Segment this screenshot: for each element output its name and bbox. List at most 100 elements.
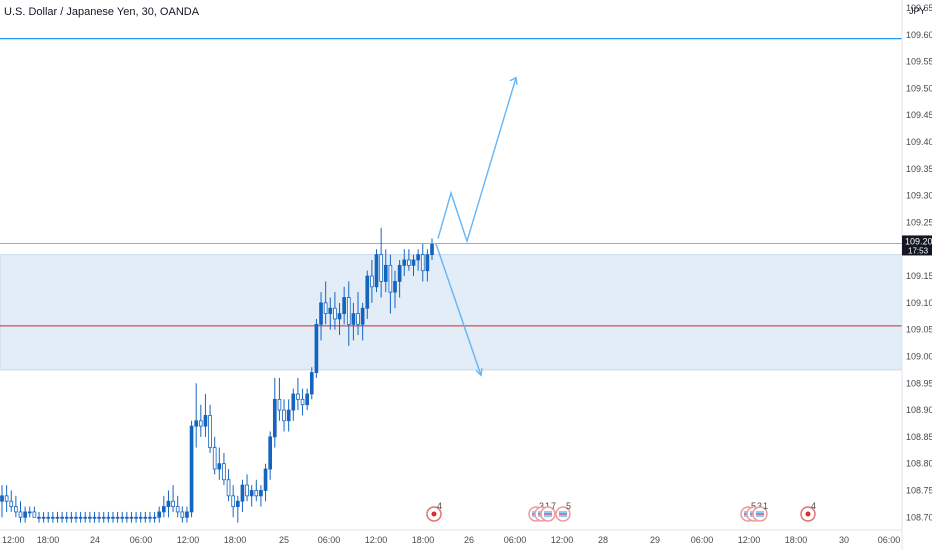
time-tick-label: 18:00	[37, 535, 60, 545]
time-tick-label: 25	[279, 535, 289, 545]
event-count: 1	[545, 501, 550, 511]
candle-body	[416, 254, 420, 261]
time-tick-label: 06:00	[878, 535, 901, 545]
bullish-projection-arrow	[437, 77, 517, 244]
price-tick-label: 109.000	[906, 351, 932, 361]
candle-body	[60, 516, 64, 519]
candle-body	[370, 275, 374, 288]
candle-body	[309, 372, 314, 395]
candle-body	[328, 307, 333, 314]
candle-body	[37, 516, 41, 519]
candle-body	[296, 393, 300, 400]
candle-body	[305, 393, 309, 406]
candle-body	[194, 420, 199, 427]
candle-body	[41, 516, 46, 519]
candle-body	[411, 259, 416, 266]
candle-body	[342, 297, 346, 314]
candle-body	[397, 264, 402, 282]
candle-body	[101, 516, 106, 519]
time-tick-label: 30	[839, 535, 849, 545]
candle-body	[337, 313, 342, 320]
candle-body	[83, 516, 88, 519]
price-tick-label: 109.050	[906, 325, 932, 335]
candle-body	[393, 281, 397, 293]
bullish-arrowhead	[509, 76, 518, 85]
candle-body	[420, 254, 425, 272]
chart-title: U.S. Dollar / Japanese Yen, 30, OANDA	[4, 6, 200, 18]
price-tick-label: 109.100	[906, 298, 932, 308]
candle-body	[97, 516, 101, 519]
candle-body	[208, 415, 212, 448]
last-price-value: 109.209	[905, 236, 932, 246]
time-tick-label: 12:00	[365, 535, 388, 545]
candle-body	[143, 516, 148, 519]
candle-body	[185, 511, 189, 518]
candle-body	[217, 463, 222, 470]
candle-body	[74, 516, 78, 519]
bearish-projection-arrow	[435, 243, 482, 376]
price-tick-label: 109.250	[906, 217, 932, 227]
candle-body	[346, 297, 351, 325]
time-tick-label: 12:00	[551, 535, 574, 545]
time-tick-label: 26	[464, 535, 474, 545]
event-count: 5	[566, 501, 571, 511]
time-tick-label: 18:00	[412, 535, 435, 545]
candle-body	[51, 516, 55, 519]
candle-body	[402, 259, 407, 266]
candle-body	[379, 254, 383, 282]
candle-body	[268, 436, 273, 470]
candle-body	[198, 420, 203, 427]
japan-flag-dot	[805, 511, 811, 517]
candle-body	[64, 516, 69, 519]
candle-body	[240, 484, 245, 502]
candle-body	[291, 393, 296, 411]
candle-body	[69, 516, 74, 519]
price-tick-label: 108.800	[906, 459, 932, 469]
candle-body	[27, 511, 32, 514]
event-count: 4	[811, 501, 816, 511]
candle-body	[286, 409, 291, 422]
candle-body	[263, 468, 268, 491]
event-count: 3	[539, 501, 544, 511]
candle-body	[203, 415, 208, 427]
time-tick-label: 06:00	[130, 535, 153, 545]
event-count: 1	[763, 501, 768, 511]
candle-body	[14, 506, 18, 513]
time-tick-label: 06:00	[691, 535, 714, 545]
candle-body	[88, 516, 92, 519]
candle-body	[175, 506, 180, 513]
support-zone	[0, 254, 903, 371]
candle-body	[356, 313, 360, 325]
time-tick-label: 06:00	[504, 535, 527, 545]
candle-body	[106, 516, 111, 519]
us-event-icon: 1	[752, 501, 768, 522]
candle-body	[249, 490, 254, 497]
candle-body	[180, 511, 185, 518]
candle-body	[360, 307, 365, 325]
candle-body	[388, 264, 393, 293]
price-tick-label: 108.750	[906, 485, 932, 495]
candle-body	[18, 511, 23, 518]
candle-body	[4, 495, 9, 502]
candle-body	[226, 479, 231, 497]
candle-body	[351, 313, 356, 325]
candle-body	[138, 516, 143, 519]
time-tick-label: 28	[598, 535, 608, 545]
candle-body	[222, 463, 226, 481]
candle-body	[430, 244, 434, 256]
candle-body	[323, 302, 328, 314]
candle-body	[231, 495, 236, 507]
price-tick-label: 109.500	[906, 83, 932, 93]
price-tick-label: 109.300	[906, 191, 932, 201]
candle-body	[407, 259, 411, 266]
candle-body	[148, 516, 152, 519]
candle-body	[254, 490, 259, 497]
candle-body	[9, 500, 14, 507]
last-price-countdown: 17:53	[908, 246, 929, 255]
time-tick-label: 12:00	[738, 535, 761, 545]
price-tick-label: 108.950	[906, 378, 932, 388]
candle-body	[171, 500, 175, 507]
candle-body	[46, 516, 51, 519]
